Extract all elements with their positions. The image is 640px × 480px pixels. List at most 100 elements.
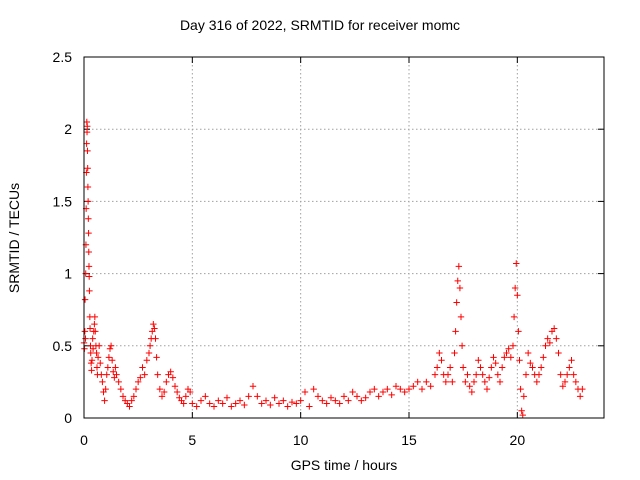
- data-point: [153, 354, 160, 361]
- data-point: [88, 367, 95, 374]
- data-point: [566, 364, 573, 371]
- data-point: [145, 349, 153, 357]
- data-point: [319, 397, 326, 404]
- data-point: [433, 364, 441, 371]
- data-point: [130, 393, 138, 400]
- data-point: [128, 397, 135, 404]
- data-point: [340, 393, 348, 400]
- data-point: [85, 263, 93, 270]
- chart-title: Day 316 of 2022, SRMTID for receiver mom…: [179, 17, 461, 33]
- data-point: [579, 385, 586, 393]
- data-point: [423, 378, 430, 386]
- data-point: [189, 400, 196, 407]
- data-point: [519, 411, 526, 419]
- data-point: [154, 371, 161, 378]
- data-point: [405, 385, 413, 393]
- data-point: [449, 378, 456, 386]
- data-point: [169, 374, 177, 381]
- data-point: [117, 385, 125, 393]
- x-tick-label: 15: [401, 432, 417, 448]
- data-points: [80, 118, 586, 419]
- x-tick-label: 5: [188, 432, 196, 448]
- data-point: [271, 394, 278, 401]
- data-point: [475, 357, 482, 364]
- data-point: [219, 400, 226, 407]
- data-point: [410, 383, 417, 390]
- data-point: [275, 400, 283, 407]
- data-point: [150, 320, 157, 328]
- data-point: [345, 397, 352, 404]
- data-point: [85, 229, 92, 237]
- data-point: [336, 400, 343, 407]
- plot-frame: [83, 56, 605, 419]
- data-point: [101, 397, 108, 404]
- data-point: [442, 378, 450, 386]
- data-point: [375, 393, 382, 400]
- data-point: [563, 371, 571, 378]
- data-point: [84, 147, 91, 155]
- data-point: [349, 388, 356, 396]
- data-point: [89, 345, 97, 352]
- data-point: [510, 313, 518, 321]
- data-point: [288, 398, 296, 406]
- data-point: [301, 388, 309, 396]
- data-point: [516, 357, 523, 364]
- data-point: [262, 397, 270, 404]
- data-point: [524, 349, 532, 357]
- data-point: [202, 393, 209, 400]
- data-point: [82, 270, 89, 277]
- data-point: [436, 349, 443, 357]
- data-point: [327, 394, 335, 401]
- data-point: [466, 383, 473, 390]
- data-point: [152, 335, 159, 342]
- data-point: [501, 354, 508, 361]
- data-point: [314, 393, 322, 400]
- data-point: [108, 357, 116, 364]
- data-point: [457, 313, 465, 321]
- data-point: [392, 383, 400, 390]
- data-point: [158, 393, 166, 400]
- data-point: [267, 401, 274, 409]
- data-point: [452, 328, 459, 335]
- data-point: [454, 277, 461, 285]
- data-point: [171, 383, 179, 390]
- data-point: [479, 371, 486, 378]
- data-point: [561, 378, 569, 386]
- data-point: [143, 357, 151, 364]
- data-point: [384, 385, 391, 393]
- data-point: [438, 357, 445, 364]
- data-point: [559, 383, 567, 390]
- data-point: [310, 385, 317, 393]
- data-point: [93, 349, 100, 357]
- data-point: [514, 292, 521, 299]
- data-point: [494, 371, 502, 378]
- data-point: [197, 397, 205, 404]
- data-point: [540, 354, 547, 361]
- data-point: [414, 378, 421, 386]
- data-point: [459, 364, 467, 371]
- data-point: [86, 287, 93, 295]
- data-point: [507, 354, 515, 361]
- y-tick-label: 0: [64, 410, 72, 426]
- data-point: [492, 359, 499, 367]
- data-point: [126, 403, 133, 410]
- data-point: [537, 364, 545, 371]
- data-point: [84, 183, 92, 191]
- data-point: [568, 357, 575, 364]
- data-point: [173, 388, 181, 396]
- data-point: [323, 400, 330, 407]
- data-point: [456, 284, 464, 292]
- data-point: [206, 400, 213, 407]
- data-point: [89, 335, 96, 342]
- data-point: [293, 400, 300, 407]
- data-point: [105, 354, 113, 361]
- data-point: [180, 400, 187, 407]
- data-point: [533, 378, 541, 386]
- y-axis-label: SRMTID / TECUs: [6, 182, 22, 294]
- data-point: [88, 357, 96, 364]
- data-point: [490, 354, 497, 361]
- data-point: [520, 393, 528, 400]
- data-point: [397, 385, 404, 393]
- data-point: [362, 394, 369, 401]
